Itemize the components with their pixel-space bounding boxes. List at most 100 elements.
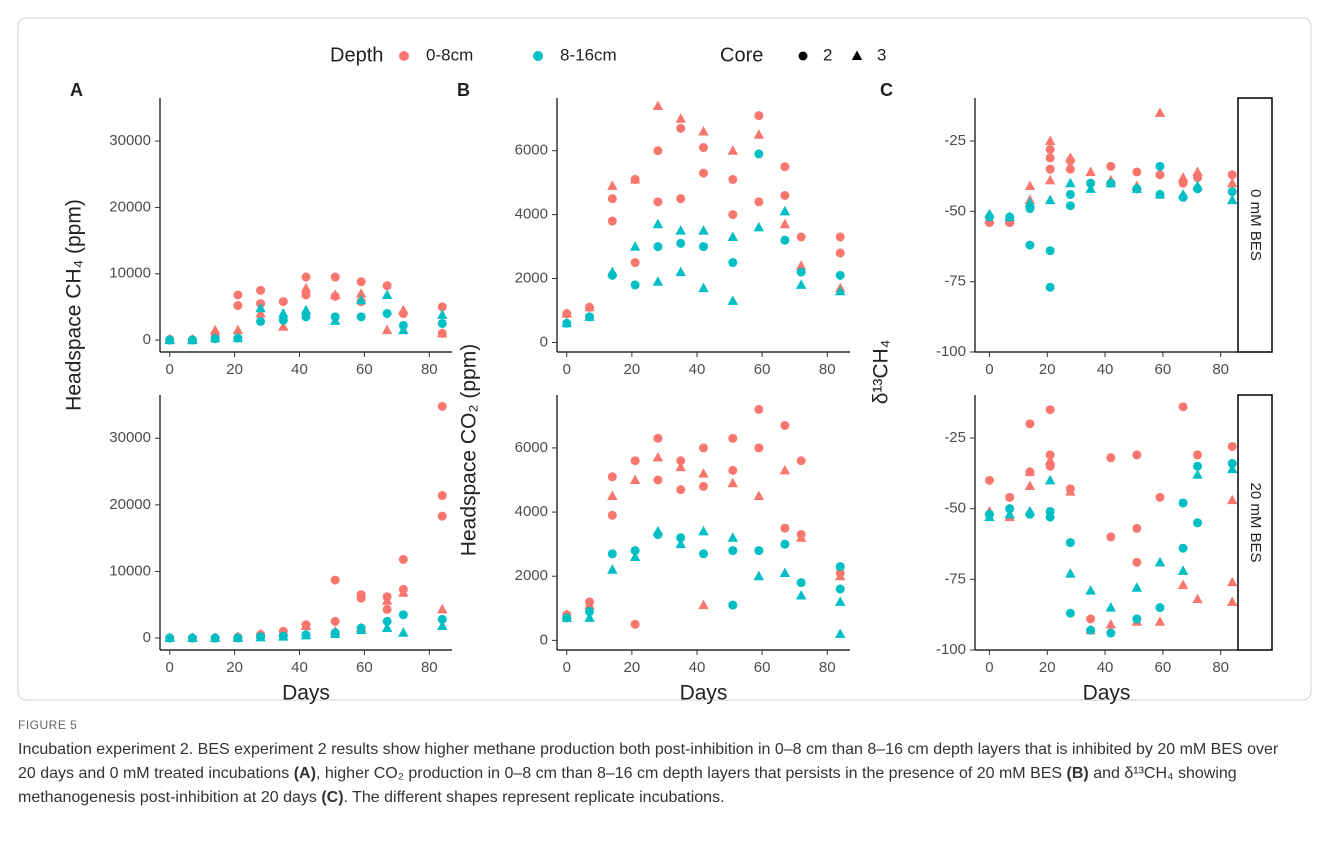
- triangle-point: [1227, 463, 1238, 474]
- circle-point: [728, 210, 738, 220]
- triangle-point: [232, 324, 244, 335]
- circle-point: [1178, 498, 1188, 508]
- triangle-point: [1105, 177, 1117, 188]
- triangle-point: [381, 622, 393, 633]
- circle-point: [437, 511, 447, 521]
- y-tick-label: 2000: [515, 567, 548, 584]
- circle-point: [796, 578, 806, 588]
- triangle-point: [187, 632, 198, 643]
- triangle-point: [727, 145, 738, 155]
- y-tick-label: 10000: [109, 562, 151, 579]
- panel-ref: (A): [293, 765, 316, 782]
- triangle-point: [698, 225, 709, 235]
- circle-point: [1065, 164, 1075, 174]
- triangle-point: [779, 205, 791, 216]
- circle-point: [1106, 161, 1116, 171]
- triangle-point: [607, 266, 618, 277]
- legend-label: 0-8cm: [426, 45, 473, 64]
- triangle-point: [381, 289, 393, 299]
- circle-point: [728, 433, 738, 443]
- circle-point: [1106, 532, 1116, 542]
- triangle-point: [355, 624, 367, 635]
- triangle-point: [1085, 183, 1096, 193]
- x-axis-label: Days: [282, 682, 330, 705]
- triangle-point: [1024, 480, 1036, 491]
- circle-point: [330, 272, 340, 282]
- circle-point: [356, 277, 366, 287]
- circle-point: [607, 194, 617, 204]
- legend-title: Depth: [330, 44, 383, 66]
- circle-point: [630, 456, 640, 466]
- triangle-point: [1085, 166, 1096, 176]
- triangle-point: [330, 289, 341, 299]
- y-tick-label: 0: [143, 629, 151, 646]
- circle-point: [780, 235, 790, 245]
- circle-point: [1193, 461, 1203, 471]
- panel-ref: (C): [321, 789, 344, 806]
- circle-point: [630, 619, 640, 629]
- panel-label: C: [880, 80, 893, 100]
- x-tick-label: 0: [985, 659, 993, 676]
- y-tick-label: 0: [540, 333, 548, 350]
- circle-point: [835, 270, 845, 280]
- triangle-point: [209, 324, 221, 335]
- circle-point: [356, 312, 366, 322]
- circle-point: [233, 301, 243, 311]
- circle-point: [630, 546, 640, 556]
- triangle-point: [652, 276, 664, 286]
- triangle-point: [1192, 166, 1203, 176]
- triangle-point: [1177, 565, 1189, 575]
- triangle-point: [1004, 508, 1015, 519]
- y-tick-label: 20000: [109, 198, 151, 215]
- circle-point: [780, 162, 790, 172]
- triangle-point: [1024, 505, 1036, 516]
- x-tick-label: 80: [1212, 659, 1229, 676]
- triangle-point: [437, 309, 448, 319]
- triangle-point: [1227, 576, 1238, 587]
- triangle-point: [437, 327, 448, 338]
- circle-point: [780, 420, 790, 430]
- triangle-point: [753, 490, 765, 501]
- circle-point: [382, 604, 392, 614]
- circle-point: [1227, 441, 1237, 451]
- circle-point: [301, 290, 311, 300]
- x-tick-label: 80: [1212, 361, 1229, 378]
- circle-point: [676, 194, 686, 204]
- x-axis-label: Days: [680, 682, 728, 705]
- triangle-point: [255, 631, 266, 642]
- y-tick-label: -50: [944, 500, 966, 517]
- circle-point: [676, 238, 686, 248]
- circle-point: [754, 546, 764, 556]
- circle-point: [728, 258, 738, 268]
- triangle-point: [1227, 596, 1238, 606]
- circle-point: [330, 575, 340, 585]
- circle-point: [1178, 402, 1188, 412]
- triangle-point: [835, 570, 846, 581]
- circle-point: [382, 281, 392, 291]
- circle-point: [984, 475, 994, 485]
- legend-title: Core: [720, 44, 763, 66]
- legend-label: 2: [823, 45, 832, 64]
- x-tick-label: 40: [1097, 659, 1114, 676]
- circle-point: [585, 607, 595, 617]
- triangle-point: [1192, 469, 1203, 479]
- triangle-point: [795, 589, 807, 600]
- triangle-point: [1105, 602, 1117, 612]
- y-tick-label: -100: [936, 641, 966, 658]
- circle-point: [1086, 614, 1096, 624]
- triangle-point: [984, 208, 995, 219]
- triangle-point: [1177, 579, 1189, 589]
- caption-text: , higher CO₂ production in 0–8 cm than 8…: [315, 765, 1067, 782]
- triangle-point: [675, 538, 686, 549]
- triangle-point: [398, 324, 409, 335]
- triangle-point: [330, 315, 341, 325]
- x-tick-label: 80: [421, 361, 438, 378]
- triangle-point: [164, 632, 175, 643]
- triangle-point: [1065, 486, 1076, 496]
- circle-point: [835, 248, 845, 258]
- circle-point: [1227, 458, 1237, 468]
- circle-point: [437, 401, 447, 411]
- circle-point: [754, 443, 764, 453]
- triangle-point: [1154, 556, 1166, 567]
- x-tick-label: 20: [1039, 659, 1056, 676]
